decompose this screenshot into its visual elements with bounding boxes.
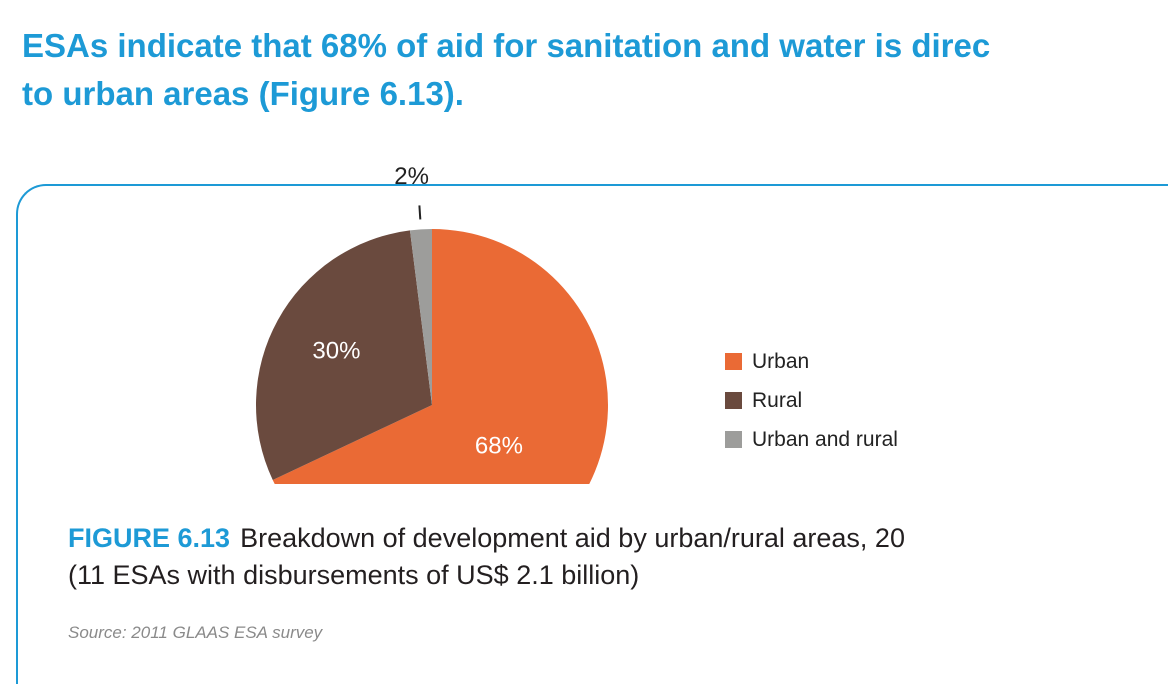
data-label-urban: 68% bbox=[475, 433, 523, 460]
legend-item-rural: Rural bbox=[725, 381, 898, 420]
pie-slices bbox=[255, 229, 608, 484]
legend-item-urban-and-rural: Urban and rural bbox=[725, 420, 898, 459]
pie-chart: 68% 30% 2% bbox=[255, 163, 608, 484]
legend-item-urban: Urban bbox=[725, 342, 898, 381]
legend-label-urban: Urban bbox=[752, 349, 810, 373]
legend-label-rural: Rural bbox=[752, 388, 803, 412]
source-note: Source: 2011 GLAAS ESA survey bbox=[68, 623, 323, 642]
heading-line-2: to urban areas (Figure 6.13). bbox=[22, 75, 464, 112]
figure-panel bbox=[16, 184, 1168, 684]
figure-caption: FIGURE 6.13 Breakdown of development aid … bbox=[68, 520, 905, 594]
legend-swatch-urban bbox=[725, 353, 742, 370]
figure-number: FIGURE 6.13 bbox=[68, 523, 231, 553]
pie-slice-urban-and-rural bbox=[409, 229, 432, 405]
leader-line-urban-and-rural bbox=[418, 205, 422, 220]
legend-label-urban-and-rural: Urban and rural bbox=[752, 427, 898, 451]
legend-swatch-rural bbox=[725, 392, 742, 409]
data-label-urban-and-rural: 2% bbox=[394, 163, 429, 190]
page-heading: ESAs indicate that 68% of aid for sanita… bbox=[22, 22, 990, 118]
caption-line-2: (11 ESAs with disbursements of US$ 2.1 b… bbox=[68, 560, 640, 590]
heading-line-1: ESAs indicate that 68% of aid for sanita… bbox=[22, 27, 991, 64]
caption-line-1: Breakdown of development aid by urban/ru… bbox=[240, 523, 905, 553]
legend-swatch-urban-and-rural bbox=[725, 431, 742, 448]
data-label-rural: 30% bbox=[312, 338, 360, 365]
pie-slice-rural bbox=[255, 230, 432, 480]
pie-slice-urban bbox=[272, 229, 608, 484]
chart-legend: Urban Rural Urban and rural bbox=[725, 342, 898, 459]
